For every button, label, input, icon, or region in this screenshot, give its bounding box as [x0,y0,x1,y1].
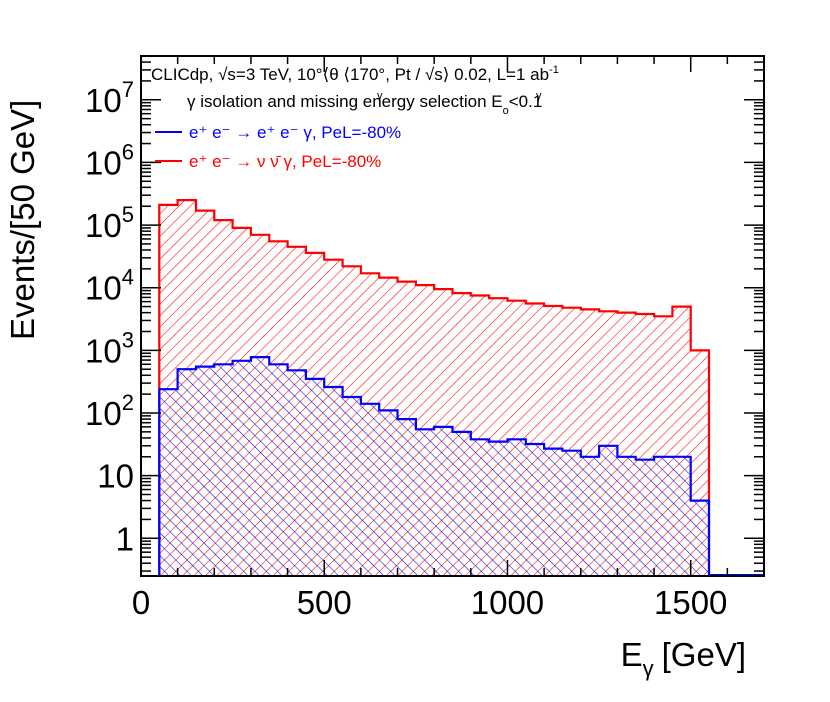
x-axis-title: Eγ [GeV] [621,636,746,681]
y-tick-label-100: 102 [85,390,134,432]
x-tick-label-1000: 1000 [471,584,544,621]
x-tick-label-0: 0 [132,584,150,621]
y-tick-label-100000: 105 [85,202,134,244]
x-tick-label-500: 500 [297,584,352,621]
lumi-superscript: -1 [549,64,559,76]
y-tick-label-1000000: 106 [85,139,134,181]
y-tick-label-10: 10 [97,458,134,495]
y-tick-label-10000: 104 [85,265,134,307]
series-ee-hatch [159,357,710,576]
plot-frame [140,55,765,577]
chart-header-line2: γ isolation and missing energy selection… [187,92,542,117]
chart-header-line1: CLICdp, √s=3 TeV, 10°⟨θ ⟨170°, Pt / √s⟩ … [151,64,559,84]
pt-subscript: γ [536,90,542,102]
legend-label-ee: e⁺ e⁻ → e⁺ e⁻ γ, PeL=-80% [189,123,401,142]
legend-label-nunu: e⁺ e⁻ → ν ν̄ γ, PeL=-80% [189,152,381,171]
x-tick-label-1500: 1500 [654,584,727,621]
y-tick-label-1: 1 [116,520,134,557]
y-axis-title: Events/[50 GeV] [4,100,41,340]
y-tick-label-10000000: 107 [85,77,134,119]
series-nunu-outline [158,199,711,576]
energy-subscript: o [503,105,509,117]
y-tick-label-1000: 103 [85,327,134,369]
theta-subscript: γ [377,90,383,102]
legend: e⁺ e⁻ → e⁺ e⁻ γ, PeL=-80% e⁺ e⁻ → ν ν̄ γ… [155,123,401,171]
series-ee-outline [158,356,711,576]
